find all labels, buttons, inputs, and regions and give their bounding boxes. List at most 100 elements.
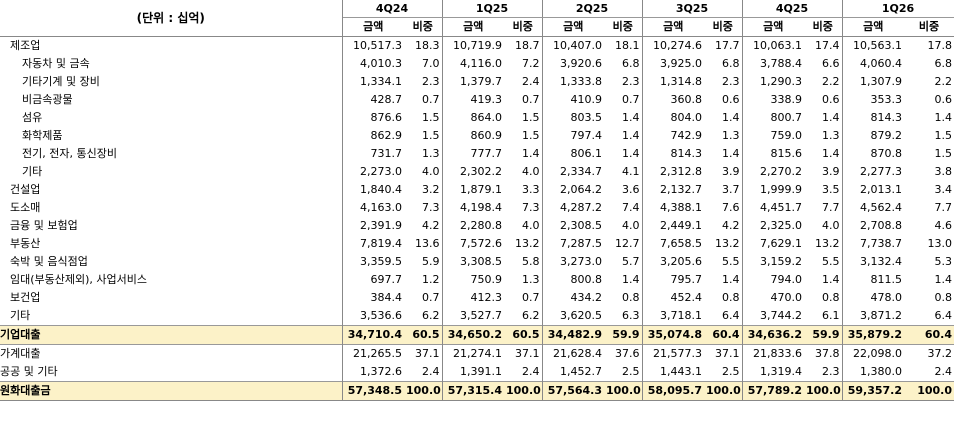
- amount-cell: 410.9: [570, 93, 603, 106]
- table-row: 공공 및 기타 1,372.6 2.4 1,391.1 2.4 1,452.7 2.5 1,4…: [0, 363, 954, 382]
- amount-header: 금액: [342, 17, 404, 37]
- share-cell: 18.7: [504, 36, 543, 55]
- amount-cell: 870.8: [870, 147, 903, 160]
- row-label: 임대(부동산제외), 사업서비스: [0, 271, 343, 289]
- share-cell: 6.6: [804, 55, 843, 73]
- share-cell: 18.3: [404, 36, 443, 55]
- row-label: 부동산: [0, 235, 343, 253]
- amount-cell: 4,287.2: [560, 201, 602, 214]
- share-cell: 13.2: [504, 235, 543, 253]
- amount-cell: 2,325.0: [760, 219, 802, 232]
- amount-cell: 470.0: [770, 291, 803, 304]
- amount-cell: 2,270.2: [760, 165, 802, 178]
- share-cell: 0.8: [704, 289, 743, 307]
- table-row: 비금속광물 428.7 0.7 419.3 0.7 410.9 0.7 360.8 0.6 338…: [0, 91, 954, 109]
- amount-cell: 360.8: [670, 93, 703, 106]
- amount-cell: 3,273.0: [560, 255, 602, 268]
- share-cell: 60.5: [404, 325, 443, 345]
- amount-header: 금액: [442, 17, 504, 37]
- amount-cell: 879.2: [870, 129, 903, 142]
- unit-label: (단위 : 십억): [0, 0, 343, 37]
- amount-cell: 10,517.3: [353, 39, 402, 52]
- table-row: 금융 및 보험업 2,391.9 4.2 2,280.8 4.0 2,308.5 4.0 2,…: [0, 217, 954, 235]
- share-cell: 17.8: [927, 39, 953, 52]
- share-cell: 17.4: [804, 36, 843, 55]
- amount-cell: 428.7: [370, 93, 403, 106]
- share-cell: 0.7: [604, 91, 643, 109]
- amount-cell: 452.4: [670, 291, 703, 304]
- amount-cell: 815.6: [770, 147, 803, 160]
- share-cell: 18.1: [604, 36, 643, 55]
- share-cell: 1.3: [704, 127, 743, 145]
- amount-cell: 34,710.4: [342, 325, 404, 345]
- share-cell: 5.3: [934, 255, 953, 268]
- share-cell: 2.4: [504, 73, 543, 91]
- row-label: 보건업: [0, 289, 343, 307]
- amount-cell: 1,290.3: [760, 75, 802, 88]
- share-cell: 59.9: [604, 325, 643, 345]
- amount-cell: 10,719.9: [453, 39, 502, 52]
- total-row: 원화대출금 57,348.5 100.0 57,315.4 100.0 57,564.3 1…: [0, 381, 954, 401]
- amount-cell: 1,334.1: [360, 75, 402, 88]
- amount-cell: 2,013.1: [860, 183, 902, 196]
- share-cell: 6.4: [704, 307, 743, 326]
- share-cell: 6.1: [804, 307, 843, 326]
- amount-cell: 3,536.6: [360, 309, 402, 322]
- share-cell: 0.6: [804, 91, 843, 109]
- share-cell: 7.2: [504, 55, 543, 73]
- share-cell: 1.5: [934, 129, 953, 142]
- share-cell: 5.5: [804, 253, 843, 271]
- share-cell: 1.5: [404, 127, 443, 145]
- amount-cell: 806.1: [570, 147, 603, 160]
- amount-cell: 864.0: [470, 111, 503, 124]
- amount-cell: 10,563.1: [853, 39, 902, 52]
- share-cell: 13.2: [804, 235, 843, 253]
- share-cell: 59.9: [804, 325, 843, 345]
- share-cell: 4.0: [604, 217, 643, 235]
- table-row: 건설업 1,840.4 3.2 1,879.1 3.3 2,064.2 3.6 2,132.7…: [0, 181, 954, 199]
- amount-cell: 3,620.5: [560, 309, 602, 322]
- share-cell: 0.7: [404, 91, 443, 109]
- amount-cell: 742.9: [670, 129, 703, 142]
- amount-cell: 2,312.8: [660, 165, 702, 178]
- row-label: 도소매: [0, 199, 343, 217]
- amount-cell: 21,265.5: [353, 347, 402, 360]
- amount-cell: 811.5: [870, 273, 903, 286]
- amount-cell: 21,628.4: [553, 347, 602, 360]
- amount-cell: 3,744.2: [760, 309, 802, 322]
- share-cell: 1.4: [804, 145, 843, 163]
- share-cell: 0.7: [504, 289, 543, 307]
- share-cell: 5.8: [504, 253, 543, 271]
- amount-cell: 3,359.5: [360, 255, 402, 268]
- amount-cell: 1,391.1: [460, 365, 502, 378]
- share-cell: 4.2: [404, 217, 443, 235]
- amount-cell: 7,819.4: [360, 237, 402, 250]
- amount-cell: 3,159.2: [760, 255, 802, 268]
- amount-cell: 777.7: [470, 147, 503, 160]
- share-cell: 4.0: [404, 163, 443, 181]
- share-cell: 60.5: [504, 325, 543, 345]
- share-cell: 4.1: [604, 163, 643, 181]
- amount-cell: 434.2: [570, 291, 603, 304]
- amount-cell: 419.3: [470, 93, 503, 106]
- amount-cell: 1,333.8: [560, 75, 602, 88]
- share-cell: 2.3: [804, 363, 843, 382]
- share-cell: 7.3: [504, 199, 543, 217]
- share-cell: 5.7: [604, 253, 643, 271]
- amount-cell: 57,564.3: [542, 381, 604, 401]
- amount-cell: 353.3: [870, 93, 903, 106]
- share-cell: 100.0: [404, 381, 443, 401]
- share-cell: 2.4: [934, 365, 953, 378]
- share-cell: 100.0: [504, 381, 543, 401]
- amount-cell: 1,380.0: [860, 365, 902, 378]
- row-label: 금융 및 보험업: [0, 217, 343, 235]
- loan-breakdown-table: (단위 : 십억) 4Q24 1Q25 2Q25 3Q25 4Q25 1Q26 …: [0, 0, 954, 401]
- share-cell: 7.3: [404, 199, 443, 217]
- amount-cell: 2,334.7: [560, 165, 602, 178]
- share-cell: 2.3: [604, 73, 643, 91]
- amount-header: 금액: [842, 17, 904, 37]
- table-row: 기타 3,536.6 6.2 3,527.7 6.2 3,620.5 6.3 3,718.1 6…: [0, 307, 954, 326]
- amount-cell: 2,308.5: [560, 219, 602, 232]
- share-header: 비중: [804, 17, 843, 37]
- share-cell: 2.2: [934, 75, 953, 88]
